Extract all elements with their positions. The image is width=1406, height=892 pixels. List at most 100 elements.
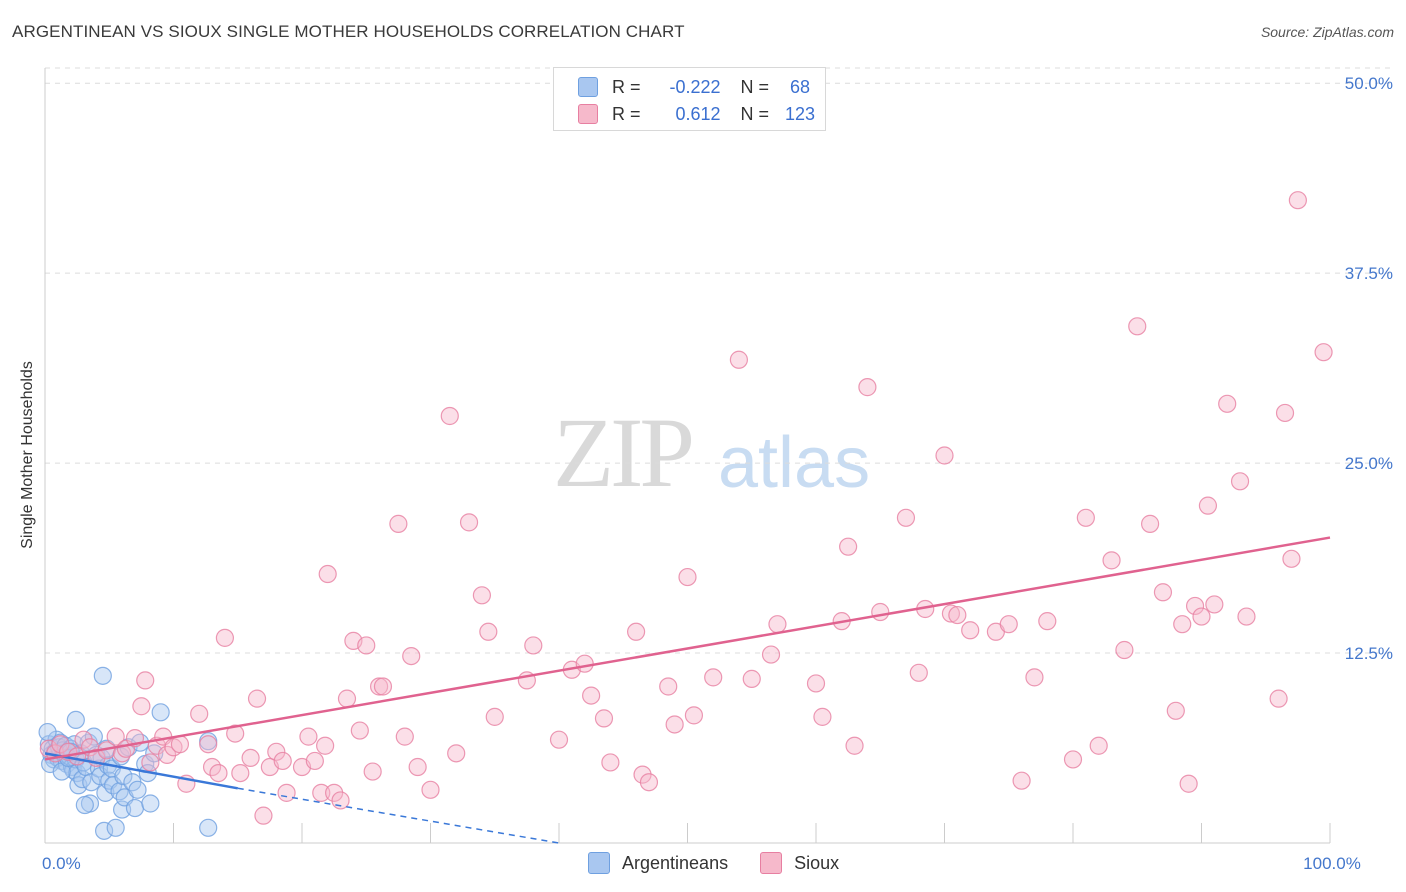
point-sioux: [395, 727, 414, 746]
point-argentineans: [199, 818, 218, 837]
legend-r-value: 0.612: [675, 103, 721, 124]
point-sioux: [190, 704, 209, 723]
point-sioux: [999, 615, 1018, 634]
point-sioux: [132, 697, 151, 716]
source-credit: Source: ZipAtlas.com: [1260, 24, 1394, 40]
point-sioux: [948, 605, 967, 625]
series-legend-argentineans[interactable]: Argentineans: [588, 852, 728, 874]
legend-r-label: R =: [612, 103, 641, 124]
point-sioux: [1179, 774, 1198, 793]
point-sioux: [408, 757, 427, 777]
point-sioux: [157, 745, 177, 764]
point-sioux: [839, 537, 858, 556]
point-sioux: [1205, 595, 1224, 614]
point-sioux: [845, 736, 864, 755]
point-sioux: [106, 727, 125, 746]
legend-n-value: 68: [790, 76, 811, 97]
point-sioux: [704, 668, 723, 687]
watermark-zip: ZIP: [553, 397, 695, 508]
point-sioux: [267, 742, 286, 761]
point-sioux: [1269, 689, 1288, 708]
point-sioux: [421, 780, 440, 799]
point-sioux: [1192, 607, 1211, 626]
point-sioux: [1153, 583, 1173, 602]
point-sioux: [485, 707, 504, 726]
correlation-legend: R = -0.222 N = 68 R = 0.612 N = 123: [553, 67, 826, 131]
point-sioux: [1230, 472, 1250, 491]
legend-n-value: 123: [785, 103, 816, 124]
point-sioux: [639, 773, 659, 792]
point-argentineans: [141, 794, 160, 813]
point-sioux: [305, 751, 324, 771]
series-label-sioux: Sioux: [794, 852, 840, 873]
point-sioux: [350, 721, 369, 740]
chart-title: ARGENTINEAN VS SIOUX SINGLE MOTHER HOUSE…: [12, 22, 685, 41]
point-sioux: [215, 628, 234, 647]
point-sioux: [373, 677, 393, 696]
y-tick-label: 37.5%: [1345, 264, 1393, 283]
point-sioux: [678, 567, 697, 587]
point-sioux: [961, 621, 980, 640]
point-sioux: [524, 636, 543, 655]
point-sioux: [136, 671, 155, 690]
point-sioux: [370, 677, 389, 696]
point-argentineans: [106, 818, 125, 837]
point-sioux: [199, 735, 218, 754]
point-sioux: [1102, 551, 1121, 570]
watermark-atlas: atlas: [718, 423, 871, 503]
legend-r-label: R =: [612, 76, 641, 97]
point-sioux: [1173, 615, 1192, 634]
x-tick-label: 100.0%: [1303, 854, 1361, 873]
point-sioux: [299, 727, 318, 746]
point-sioux: [1025, 668, 1044, 687]
point-sioux: [1185, 596, 1205, 616]
point-sioux: [1063, 750, 1083, 769]
point-argentineans: [128, 780, 147, 799]
point-argentineans: [66, 710, 85, 730]
point-sioux: [318, 564, 337, 584]
point-argentineans: [38, 722, 57, 742]
point-sioux: [277, 783, 296, 802]
point-sioux: [231, 763, 250, 783]
point-sioux: [582, 686, 601, 705]
point-argentineans: [95, 821, 114, 840]
point-sioux: [51, 735, 70, 754]
point-sioux: [935, 446, 954, 465]
point-sioux: [684, 706, 704, 725]
point-sioux: [459, 513, 479, 532]
point-sioux: [247, 689, 267, 708]
point-sioux: [325, 783, 344, 802]
series-legend-sioux[interactable]: Sioux: [760, 852, 839, 874]
legend-n-label: N =: [740, 76, 770, 97]
point-sioux: [665, 715, 684, 734]
x-tick-label: 0.0%: [42, 854, 81, 873]
point-sioux: [241, 748, 260, 768]
legend-row-sioux: R = 0.612 N = 123: [578, 102, 821, 126]
point-sioux: [273, 751, 292, 771]
point-sioux: [1218, 394, 1237, 413]
point-sioux: [402, 646, 421, 666]
point-argentineans: [151, 703, 170, 722]
point-sioux: [1314, 343, 1333, 362]
point-argentineans: [84, 727, 103, 746]
series-label-argentineans: Argentineans: [622, 852, 729, 873]
point-sioux: [1198, 496, 1218, 515]
y-tick-label: 12.5%: [1345, 644, 1393, 663]
legend-swatch-argentineans: [578, 77, 598, 97]
point-sioux: [479, 622, 498, 641]
point-sioux: [1282, 549, 1301, 568]
point-sioux: [1115, 640, 1134, 660]
point-sioux: [226, 724, 245, 743]
point-sioux: [1166, 701, 1185, 720]
point-sioux: [1140, 514, 1160, 533]
series-legend: Argentineans Sioux: [588, 852, 871, 874]
point-sioux: [141, 753, 160, 772]
point-sioux: [357, 636, 376, 655]
point-sioux: [1076, 508, 1095, 527]
point-sioux: [626, 622, 646, 641]
point-sioux: [1237, 607, 1256, 626]
point-sioux: [337, 689, 357, 708]
point-sioux: [871, 602, 890, 622]
point-sioux: [316, 736, 335, 755]
legend-n-label: N =: [740, 103, 770, 124]
